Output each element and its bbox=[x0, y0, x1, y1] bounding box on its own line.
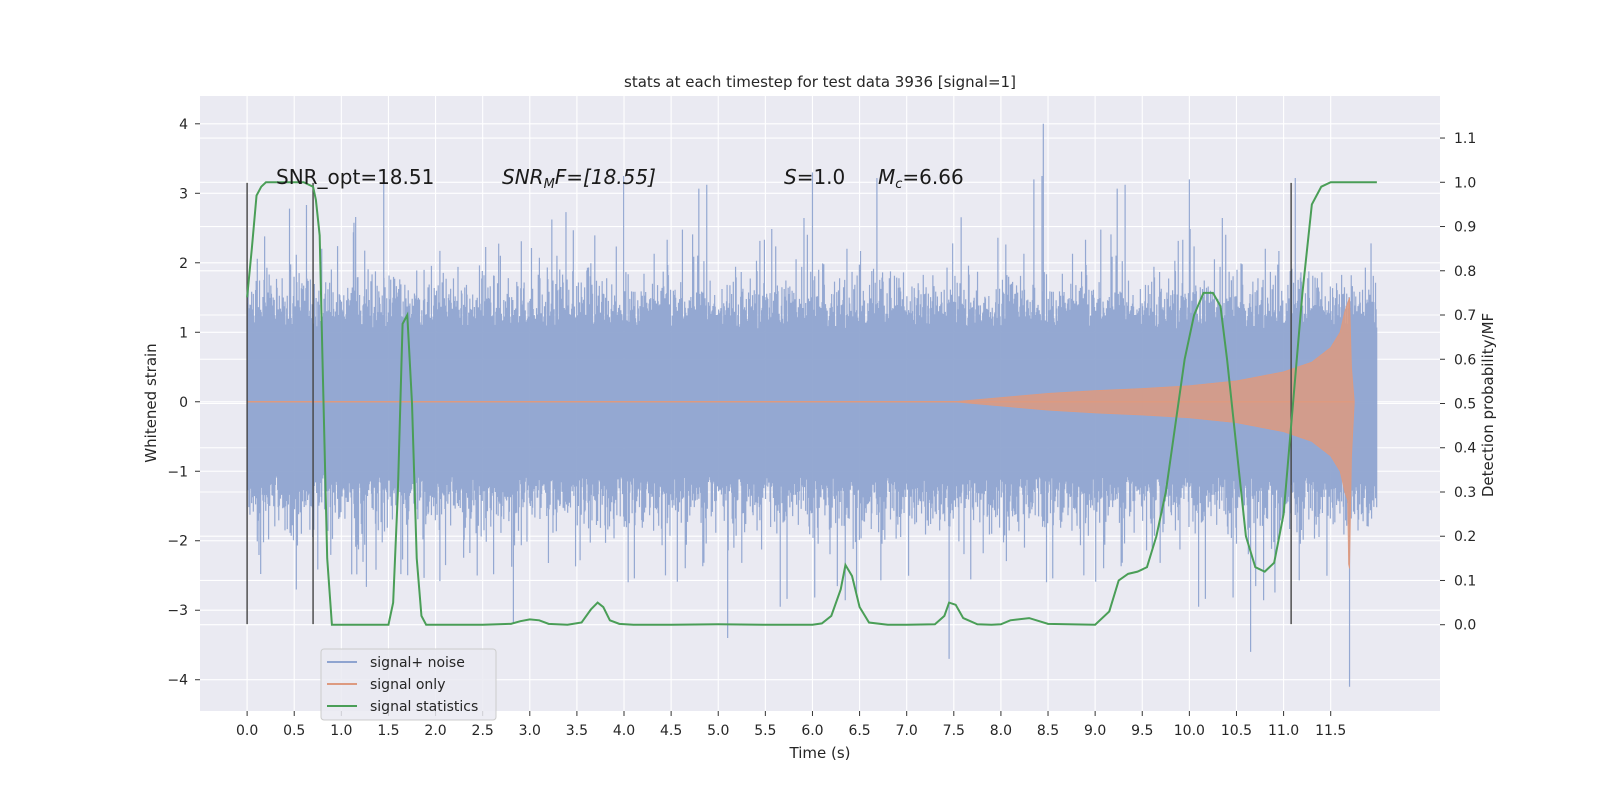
x-tick-label: 7.0 bbox=[896, 723, 918, 739]
y-tick-label: −4 bbox=[167, 673, 188, 689]
annotation-s-label: S bbox=[784, 165, 797, 189]
x-tick-label: 3.0 bbox=[519, 723, 541, 739]
series-signal-statistics bbox=[246, 181, 1377, 626]
x-tick-label: 5.0 bbox=[707, 723, 729, 739]
y2-axis-label: Detection probability/MF bbox=[1479, 313, 1497, 497]
annotation-mc: Mc=6.66 bbox=[878, 165, 964, 192]
y-tick-label: −3 bbox=[167, 603, 188, 619]
y-tick-label: 3 bbox=[179, 186, 188, 202]
x-axis-ticks: 0.0 0.5 1.0 1.5 2.0 2.5 3.0 3.5 4.0 4.5 5.0 5.5 6.0 6… bbox=[236, 711, 1346, 739]
x-tick-label: 8.0 bbox=[990, 723, 1012, 739]
y-tick-label: 4 bbox=[179, 117, 188, 133]
y2-tick-label: 0.8 bbox=[1454, 264, 1476, 280]
x-tick-label: 2.5 bbox=[472, 723, 494, 739]
y2-tick-label: 0.2 bbox=[1454, 529, 1476, 545]
legend-box bbox=[320, 648, 497, 721]
x-tick-label: 6.5 bbox=[848, 723, 870, 739]
y2-tick-label: 0.7 bbox=[1454, 308, 1476, 324]
x-axis-label: Time (s) bbox=[789, 744, 851, 762]
x-tick-label: 4.0 bbox=[613, 723, 635, 739]
x-tick-label: 7.5 bbox=[943, 723, 965, 739]
y-tick-label: 0 bbox=[179, 395, 188, 411]
x-tick-label: 11.5 bbox=[1315, 723, 1346, 739]
series-signal-only bbox=[247, 297, 1355, 569]
x-tick-label: 4.5 bbox=[660, 723, 682, 739]
legend: signal+ noise signal only signal statist… bbox=[320, 648, 497, 721]
x-tick-label: 10.5 bbox=[1221, 723, 1252, 739]
vertical-markers bbox=[246, 182, 1292, 625]
x-tick-label: 9.5 bbox=[1131, 723, 1153, 739]
x-tick-label: 8.5 bbox=[1037, 723, 1059, 739]
annotation-snr-mf-prefix: SNR bbox=[502, 165, 544, 189]
y2-tick-label: 0.9 bbox=[1454, 220, 1476, 236]
x-tick-label: 1.0 bbox=[330, 723, 352, 739]
annotation-s-value: =1.0 bbox=[797, 165, 846, 189]
y2-tick-label: 0.6 bbox=[1454, 352, 1476, 368]
x-tick-label: 5.5 bbox=[754, 723, 776, 739]
y-tick-label: 2 bbox=[179, 256, 188, 272]
y-tick-label: −1 bbox=[167, 464, 188, 480]
annotation-mc-value: =6.66 bbox=[902, 165, 963, 189]
x-tick-label: 1.5 bbox=[377, 723, 399, 739]
y-axis-ticks: 4 3 2 1 0 −1 −2 −3 −4 bbox=[167, 117, 200, 689]
y2-tick-label: 0.5 bbox=[1454, 397, 1476, 413]
annotation-snr-mf-sub: M bbox=[544, 177, 555, 192]
x-tick-label: 6.0 bbox=[801, 723, 823, 739]
y2-axis-ticks: 1.1 1.0 0.9 0.8 0.7 0.6 0.5 0.4 0.3 0.2 0.1 0.0 bbox=[1440, 131, 1476, 634]
legend-label-signal-noise: signal+ noise bbox=[370, 655, 465, 671]
signal-statistics-line bbox=[246, 181, 1377, 626]
annotation-snr-mf: SNRMF=[18.55] bbox=[502, 165, 656, 192]
legend-label-signal-only: signal only bbox=[370, 677, 445, 693]
x-tick-label: 2.0 bbox=[424, 723, 446, 739]
annotation-s: S=1.0 bbox=[784, 165, 845, 189]
y2-tick-label: 1.0 bbox=[1454, 175, 1476, 191]
y2-tick-label: 0.0 bbox=[1454, 618, 1476, 634]
annotation-snr-opt: SNR_opt=18.51 bbox=[276, 165, 434, 189]
y2-tick-label: 0.3 bbox=[1454, 485, 1476, 501]
y-axis-label: Whitened strain bbox=[142, 343, 160, 462]
y2-tick-label: 0.1 bbox=[1454, 573, 1476, 589]
y2-tick-label: 1.1 bbox=[1454, 131, 1476, 147]
y2-tick-label: 0.4 bbox=[1454, 441, 1476, 457]
annotation-snr-mf-suffix: F=[18.55] bbox=[555, 165, 656, 189]
x-tick-label: 0.0 bbox=[236, 723, 258, 739]
x-tick-label: 3.5 bbox=[566, 723, 588, 739]
x-tick-label: 9.0 bbox=[1084, 723, 1106, 739]
x-tick-label: 0.5 bbox=[283, 723, 305, 739]
x-tick-label: 11.0 bbox=[1268, 723, 1299, 739]
signal-only-trace bbox=[953, 297, 1355, 569]
annotation-mc-label: M bbox=[878, 165, 895, 189]
y-tick-label: −2 bbox=[167, 534, 188, 550]
chart-title: stats at each timestep for test data 393… bbox=[624, 73, 1016, 91]
legend-label-signal-statistics: signal statistics bbox=[370, 699, 478, 715]
x-tick-label: 10.0 bbox=[1174, 723, 1205, 739]
y-tick-label: 1 bbox=[179, 325, 188, 341]
annotation-mc-sub: c bbox=[895, 177, 902, 192]
